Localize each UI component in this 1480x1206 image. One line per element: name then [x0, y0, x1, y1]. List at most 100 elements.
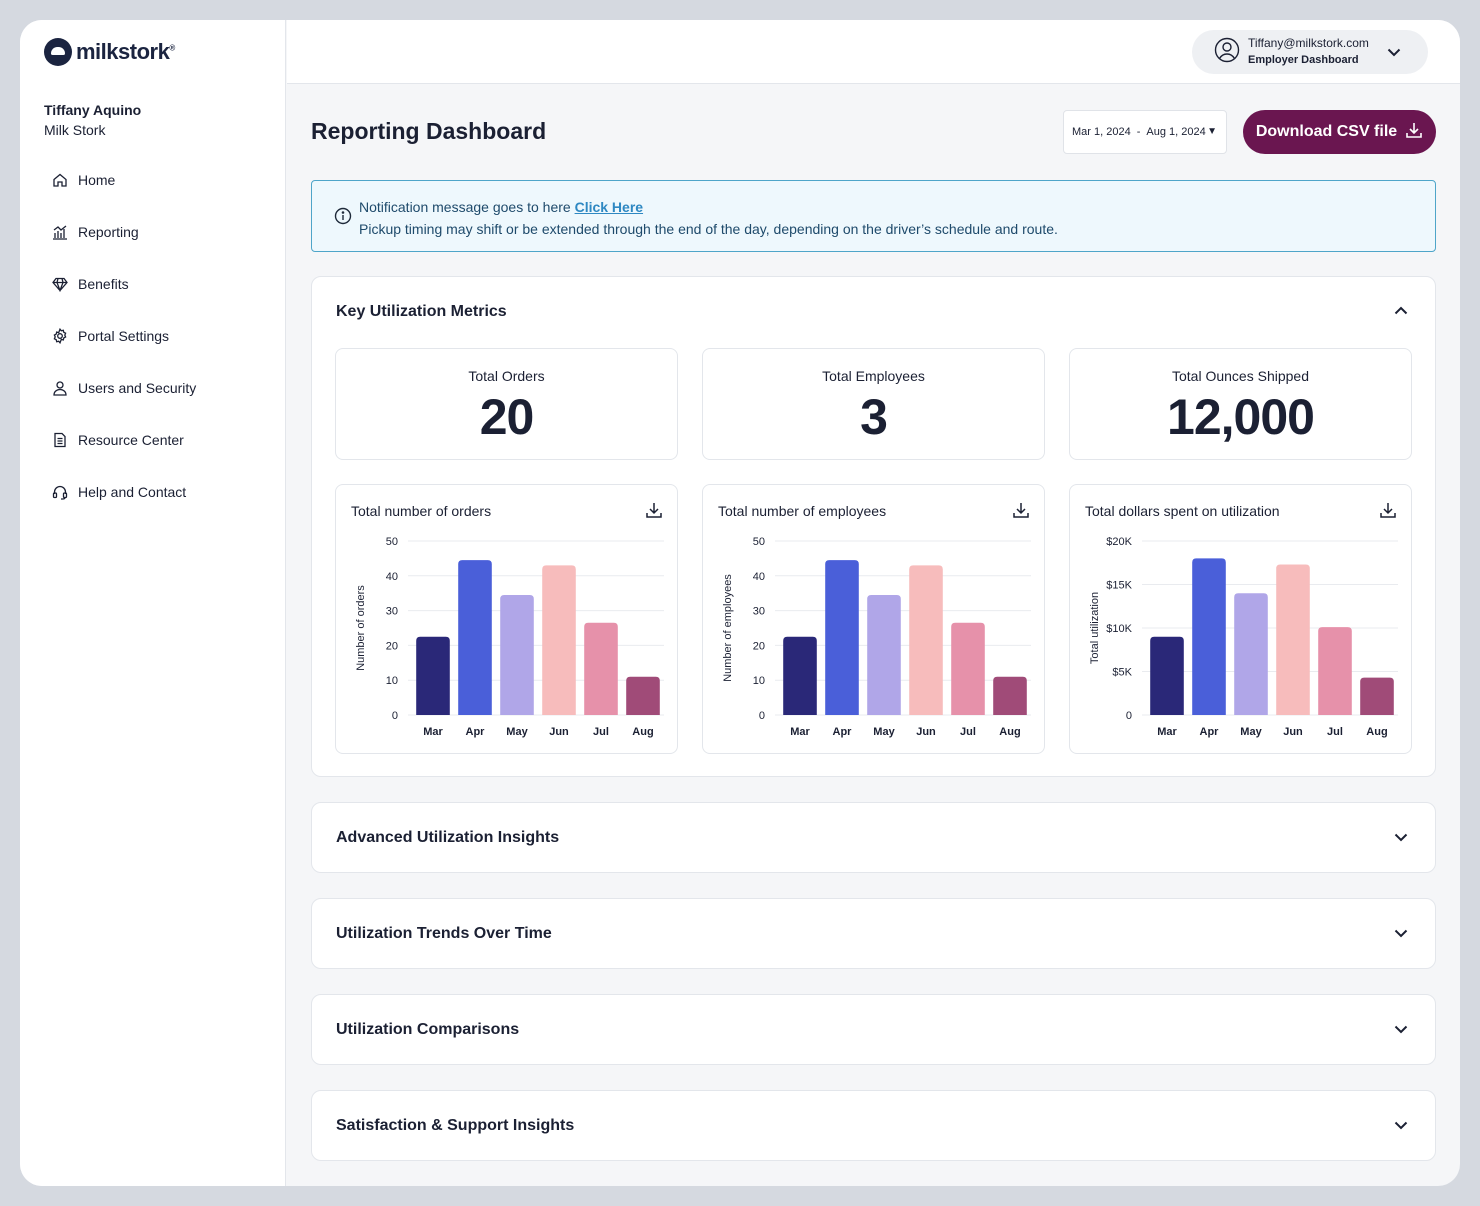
x-tick-label: Apr [1200, 726, 1220, 738]
download-csv-label: Download CSV file [1255, 123, 1398, 140]
stork-logo-icon [44, 38, 72, 66]
user-circle-icon [1214, 37, 1240, 68]
gear-icon [52, 328, 68, 344]
metric-label: Total Employees [822, 368, 925, 384]
chevron-down-icon[interactable] [1393, 829, 1409, 850]
y-tick-label: 50 [386, 536, 398, 548]
diamond-icon [52, 276, 68, 292]
x-tick-label: Aug [632, 726, 653, 738]
date-range-picker[interactable]: Mar 1, 2024 - Aug 1, 2024 ▼ [1063, 110, 1227, 154]
sidebar-item-label: Home [78, 172, 116, 188]
chevron-down-icon[interactable] [1386, 44, 1402, 65]
section-title: Satisfaction & Support Insights [336, 1117, 575, 1134]
chevron-down-icon[interactable] [1393, 1117, 1409, 1138]
chevron-up-icon[interactable] [1393, 303, 1409, 324]
sidebar: milkstork® Tiffany Aquino Milk Stork Hom… [20, 20, 286, 1186]
y-tick-label: $5K [1112, 667, 1132, 679]
sidebar-item-resource-center[interactable]: Resource Center [52, 414, 196, 466]
x-tick-label: Apr [466, 726, 486, 738]
section-satisfaction-support-insights[interactable]: Satisfaction & Support Insights [311, 1090, 1436, 1161]
notification-link[interactable]: Click Here [574, 199, 644, 215]
sidebar-item-benefits[interactable]: Benefits [52, 258, 196, 310]
y-tick-label: 0 [759, 710, 765, 722]
account-menu[interactable]: Tiffany@milkstork.com Employer Dashboard [1192, 30, 1428, 74]
y-tick-label: 0 [1126, 710, 1132, 722]
account-email: Tiffany@milkstork.com [1248, 36, 1369, 50]
bar-apr [825, 560, 859, 715]
date-range-start: Mar 1, 2024 [1072, 126, 1131, 138]
x-tick-label: May [506, 726, 528, 738]
y-tick-label: 30 [386, 606, 398, 618]
chevron-down-icon[interactable] [1393, 1021, 1409, 1042]
sidebar-item-home[interactable]: Home [52, 154, 196, 206]
user-company: Milk Stork [44, 122, 106, 138]
sidebar-item-label: Benefits [78, 276, 129, 292]
x-tick-label: Jun [916, 726, 936, 738]
bar-mar [416, 636, 450, 715]
bar-aug [1360, 677, 1394, 715]
key-utilization-metrics-panel: Key Utilization Metrics Total Orders 20 … [311, 276, 1436, 777]
chevron-down-icon[interactable] [1393, 925, 1409, 946]
metric-value: 3 [860, 389, 888, 445]
y-tick-label: $20K [1106, 536, 1132, 548]
y-tick-label: 10 [386, 675, 398, 687]
brand-name: milkstork® [76, 39, 175, 64]
y-axis-label: Total utilization [1089, 592, 1101, 664]
panel-title: Key Utilization Metrics [336, 303, 507, 320]
section-utilization-comparisons[interactable]: Utilization Comparisons [311, 994, 1436, 1065]
download-icon[interactable] [1012, 501, 1030, 524]
y-tick-label: 30 [753, 606, 765, 618]
notification-detail: Pickup timing may shift or be extended t… [359, 221, 1058, 237]
caret-down-icon: ▼ [1207, 126, 1217, 137]
user-icon [52, 380, 68, 396]
section-utilization-trends-over-time[interactable]: Utilization Trends Over Time [311, 898, 1436, 969]
user-info: Tiffany Aquino Milk Stork [44, 102, 141, 138]
download-csv-button[interactable]: Download CSV file [1243, 110, 1436, 154]
metric-value: 20 [479, 389, 535, 445]
y-tick-label: 0 [392, 710, 398, 722]
metric-card-total-employees: Total Employees 3 [702, 348, 1045, 460]
y-tick-label: $15K [1106, 580, 1132, 592]
sidebar-item-label: Users and Security [78, 380, 197, 396]
x-tick-label: Aug [999, 726, 1020, 738]
y-tick-label: 40 [753, 571, 765, 583]
sidebar-item-portal-settings[interactable]: Portal Settings [52, 310, 196, 362]
chart-card-dollars: Total dollars spent on utilization 0 $5K $… [1069, 484, 1412, 754]
x-tick-label: Apr [833, 726, 853, 738]
metric-label: Total Ounces Shipped [1172, 368, 1309, 384]
x-tick-label: Mar [423, 726, 443, 738]
section-title: Utilization Trends Over Time [336, 925, 552, 942]
chart-title: Total dollars spent on utilization [1085, 503, 1280, 519]
download-icon[interactable] [645, 501, 663, 524]
bar-jun [909, 565, 943, 715]
bar-aug [993, 676, 1027, 715]
sidebar-item-reporting[interactable]: Reporting [52, 206, 196, 258]
bar-apr [458, 560, 492, 715]
section-title: Advanced Utilization Insights [336, 829, 560, 846]
y-tick-label: 50 [753, 536, 765, 548]
notification-message: Notification message goes to here [359, 199, 571, 215]
chart-card-employees: Total number of employees 0 10 20 30 40 50 Num… [702, 484, 1045, 754]
chart-title: Total number of orders [351, 503, 492, 519]
y-tick-label: 20 [753, 640, 765, 652]
logo[interactable]: milkstork® [44, 38, 175, 66]
bar-chart-icon [52, 224, 68, 240]
sidebar-item-help-and-contact[interactable]: Help and Contact [52, 466, 196, 518]
sidebar-item-label: Resource Center [78, 432, 184, 448]
account-role: Employer Dashboard [1248, 54, 1359, 66]
notification-banner: Notification message goes to here Click … [311, 180, 1436, 252]
sidebar-nav: Home Reporting Benefits Portal Settings [52, 154, 196, 518]
section-title: Utilization Comparisons [336, 1021, 520, 1038]
x-tick-label: Jun [1283, 726, 1303, 738]
page-title: Reporting Dashboard [311, 118, 547, 144]
download-icon[interactable] [1379, 501, 1397, 524]
section-advanced-utilization-insights[interactable]: Advanced Utilization Insights [311, 802, 1436, 873]
x-tick-label: Jul [1327, 726, 1343, 738]
x-tick-label: Mar [1157, 726, 1177, 738]
metric-value: 12,000 [1167, 389, 1315, 445]
x-tick-label: Aug [1366, 726, 1387, 738]
headset-icon [52, 484, 68, 500]
y-tick-label: 20 [386, 640, 398, 652]
sidebar-item-users-and-security[interactable]: Users and Security [52, 362, 196, 414]
download-icon [1405, 121, 1423, 144]
